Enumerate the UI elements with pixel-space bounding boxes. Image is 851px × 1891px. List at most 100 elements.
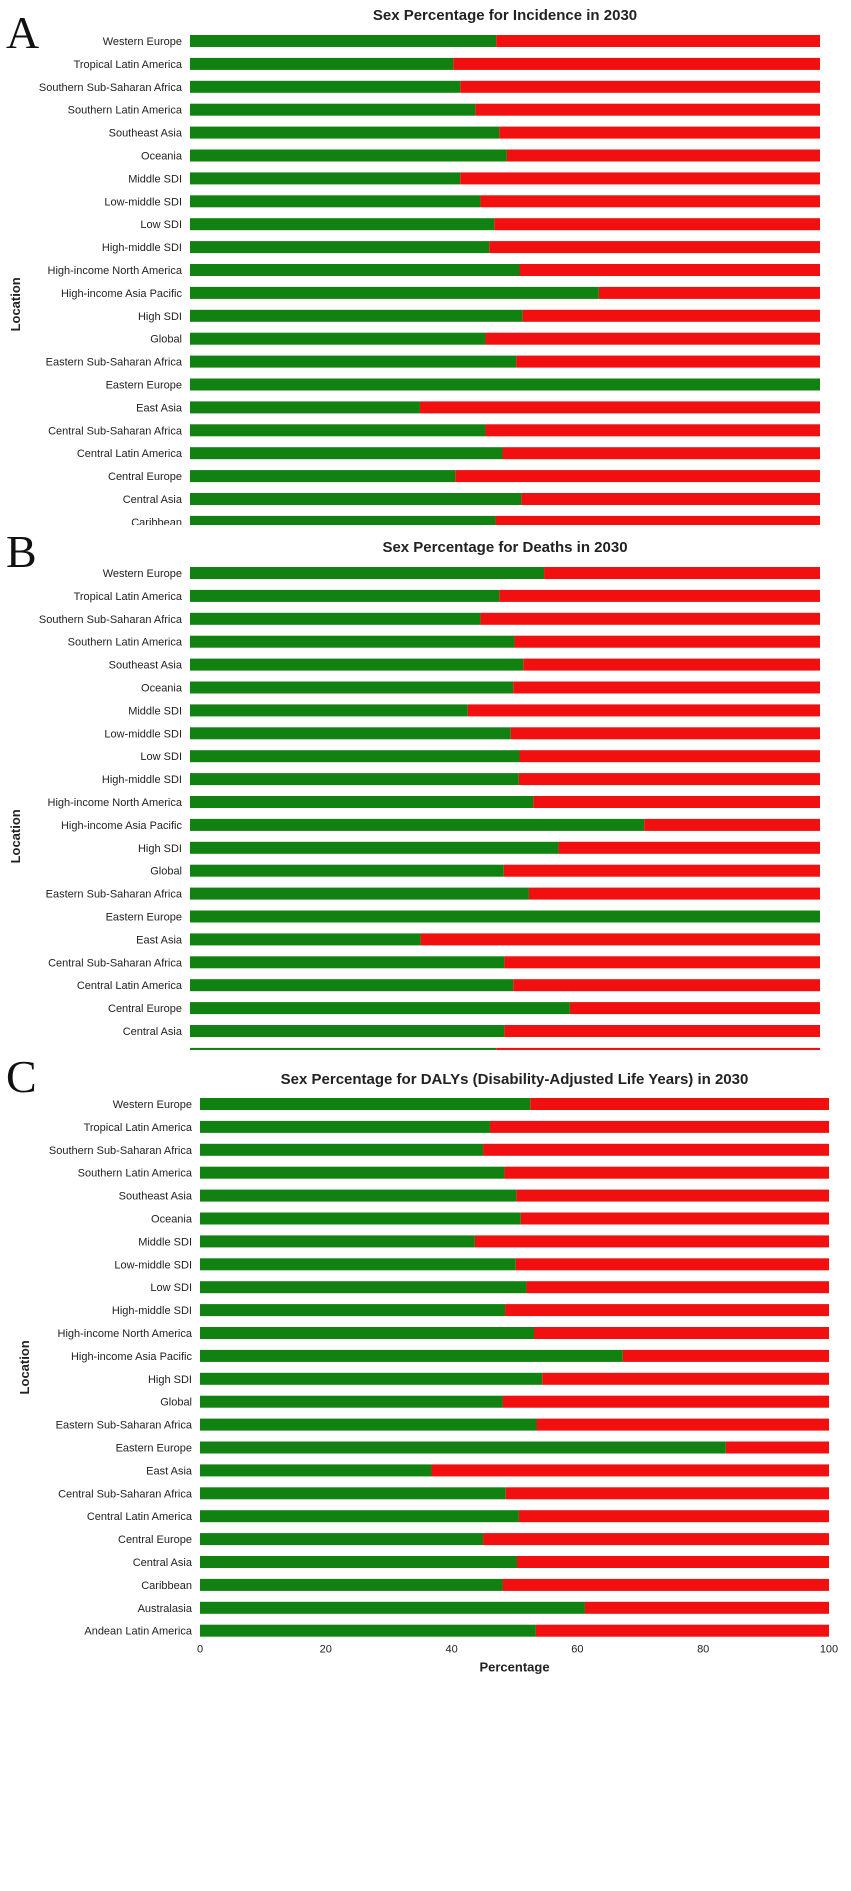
bar-female-oceania: [520, 1212, 829, 1225]
category-label: Oceania: [151, 1214, 193, 1226]
bar-male-low-middle-sdi: [190, 195, 481, 208]
bar-male-high-sdi: [190, 309, 523, 322]
bar-male-high-income-north-america: [200, 1327, 534, 1339]
bar-female-central-asia: [517, 1556, 829, 1568]
category-label: Global: [160, 1397, 192, 1409]
bar-female-eastern-europe: [725, 1441, 829, 1454]
bar-male-central-europe: [190, 1002, 570, 1015]
x-tick-label: 40: [445, 1644, 457, 1656]
bar-male-central-europe: [190, 470, 456, 483]
bar-male-tropical-latin-america: [200, 1120, 490, 1133]
category-label: Southeast Asia: [109, 660, 183, 672]
category-label: Andean Latin America: [84, 1626, 193, 1638]
bar-male-global: [190, 332, 486, 345]
category-label: Central Europe: [118, 1534, 192, 1546]
bar-female-southeast-asia: [516, 1189, 829, 1202]
bar-male-oceania: [190, 149, 507, 162]
bar-male-caribbean: [200, 1578, 503, 1591]
bar-male-high-income-north-america: [190, 264, 520, 276]
bar-female-caribbean: [502, 1578, 829, 1591]
category-label: Global: [150, 334, 182, 346]
category-label: Middle SDI: [128, 173, 182, 185]
category-label: Low-middle SDI: [104, 196, 182, 208]
bar-female-high-income-north-america: [519, 264, 820, 276]
bar-male-southern-latin-america: [190, 103, 476, 116]
category-label: Southeast Asia: [109, 128, 183, 140]
category-label: High-income North America: [48, 265, 183, 277]
bar-male-oceania: [200, 1212, 521, 1225]
bar-male-low-middle-sdi: [190, 727, 511, 740]
bar-male-high-sdi: [190, 841, 559, 854]
bar-female-central-europe: [483, 1533, 829, 1546]
category-label: Central Europe: [108, 471, 182, 483]
bar-female-central-latin-america: [513, 979, 820, 992]
bar-male-oceania: [190, 681, 514, 694]
category-label: High-income Asia Pacific: [61, 288, 183, 300]
bar-male-high-middle-sdi: [200, 1304, 506, 1317]
bar-female-high-middle-sdi: [505, 1304, 829, 1317]
bar-male-central-latin-america: [200, 1510, 519, 1523]
category-label: High-income North America: [58, 1328, 193, 1340]
bar-male-central-asia: [190, 1025, 505, 1037]
bar-female-low-sdi: [526, 1281, 829, 1294]
category-label: Tropical Latin America: [84, 1122, 193, 1134]
category-label: Central Europe: [108, 1003, 182, 1015]
bar-male-southern-latin-america: [200, 1166, 505, 1179]
x-tick-label: 60: [571, 1644, 583, 1656]
category-label: Low SDI: [140, 751, 182, 763]
category-label: Western Europe: [103, 36, 182, 48]
bar-female-central-asia: [504, 1025, 820, 1037]
bar-male-eastern-sub-saharan-africa: [200, 1418, 537, 1431]
category-label: Southern Latin America: [78, 1168, 193, 1180]
bar-male-central-europe: [200, 1533, 484, 1546]
bar-male-middle-sdi: [190, 172, 461, 185]
category-label: Southeast Asia: [119, 1191, 193, 1203]
category-label: High SDI: [148, 1374, 192, 1386]
bar-male-tropical-latin-america: [190, 589, 500, 602]
category-label: Oceania: [141, 151, 183, 163]
category-label: Southern Sub-Saharan Africa: [39, 614, 183, 626]
bar-male-low-sdi: [190, 750, 520, 763]
panel-label-a: A: [6, 7, 40, 58]
category-label: Tropical Latin America: [74, 591, 183, 603]
bar-male-central-latin-america: [190, 979, 514, 992]
bar-male-high-income-asia-pacific: [200, 1349, 623, 1362]
bar-female-western-europe: [530, 1098, 829, 1110]
panel-a: A Sex Percentage for Incidence in 2030 We…: [0, 0, 851, 612]
bar-male-low-middle-sdi: [200, 1258, 516, 1271]
x-tick-label: 20: [320, 1644, 332, 1656]
category-label: Central Asia: [123, 1026, 183, 1038]
bar-female-high-income-north-america: [533, 796, 820, 808]
chart-dalys: Sex Percentage for DALYs (Disability-Adj…: [17, 1071, 838, 1675]
bar-male-global: [200, 1395, 503, 1408]
category-label: High-middle SDI: [102, 774, 182, 786]
bar-male-andean-latin-america: [200, 1624, 536, 1637]
bar-male-central-sub-saharan-africa: [190, 424, 486, 437]
bar-male-central-asia: [200, 1556, 518, 1568]
bar-male-high-sdi: [200, 1372, 543, 1385]
bar-female-high-middle-sdi: [489, 241, 820, 254]
bar-male-southern-latin-america: [190, 635, 515, 648]
category-label: High-income Asia Pacific: [61, 820, 183, 832]
category-label: Australasia: [138, 1603, 193, 1615]
category-label: Eastern Europe: [116, 1443, 192, 1455]
category-label: Eastern Europe: [106, 912, 182, 924]
category-label: Eastern Sub-Saharan Africa: [56, 1420, 193, 1432]
chart-title: Sex Percentage for DALYs (Disability-Adj…: [281, 1071, 749, 1088]
bar-female-high-income-north-america: [533, 1327, 829, 1339]
category-label: Central Sub-Saharan Africa: [48, 957, 183, 969]
y-axis-label: Location: [17, 1340, 32, 1394]
bar-female-eastern-sub-saharan-africa: [536, 1418, 829, 1431]
category-label: Middle SDI: [128, 705, 182, 717]
bar-male-southeast-asia: [190, 658, 524, 671]
bar-male-central-asia: [190, 493, 522, 505]
bar-male-east-asia: [190, 933, 421, 946]
bar-male-high-income-asia-pacific: [190, 818, 645, 831]
bar-female-caribbean: [495, 515, 820, 528]
bar-male-southern-sub-saharan-africa: [190, 612, 481, 625]
category-label: Global: [150, 866, 182, 878]
category-label: Oceania: [141, 683, 183, 695]
bar-female-central-asia: [521, 493, 820, 505]
bar-male-eastern-sub-saharan-africa: [190, 355, 517, 368]
bar-female-southern-latin-america: [514, 635, 820, 648]
